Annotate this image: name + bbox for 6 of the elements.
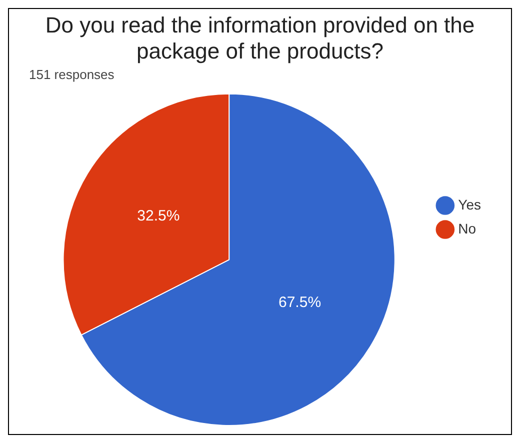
data-label: 67.5%: [278, 294, 322, 312]
legend-label: Yes: [458, 196, 482, 212]
chart-subtitle: 151 responses: [29, 67, 115, 82]
legend-label: No: [458, 220, 476, 236]
data-label: 32.5%: [137, 208, 180, 225]
chart-title: Do you read the information provided on the package of the products?: [45, 12, 475, 64]
